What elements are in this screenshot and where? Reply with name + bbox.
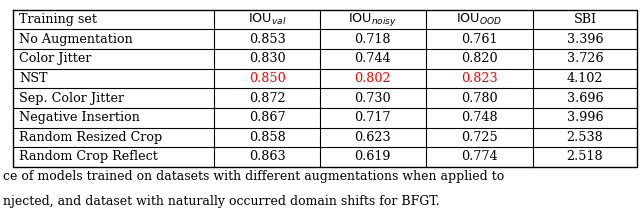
Text: 2.518: 2.518 [566, 150, 604, 164]
Text: NST: NST [19, 72, 48, 85]
Text: 3.696: 3.696 [566, 92, 604, 105]
Text: 0.872: 0.872 [249, 92, 285, 105]
Text: Negative Insertion: Negative Insertion [19, 111, 140, 124]
Text: 0.820: 0.820 [461, 52, 498, 65]
Text: 3.396: 3.396 [566, 33, 604, 46]
Text: 0.850: 0.850 [249, 72, 285, 85]
Text: 0.802: 0.802 [355, 72, 391, 85]
Text: 3.726: 3.726 [566, 52, 604, 65]
Text: 0.823: 0.823 [461, 72, 498, 85]
Text: 3.996: 3.996 [566, 111, 604, 124]
Text: 0.863: 0.863 [249, 150, 285, 164]
Text: 0.725: 0.725 [461, 131, 498, 144]
Text: 0.717: 0.717 [355, 111, 391, 124]
Text: 2.538: 2.538 [566, 131, 604, 144]
Text: 0.744: 0.744 [355, 52, 391, 65]
Text: Random Crop Reflect: Random Crop Reflect [19, 150, 158, 164]
Text: 0.748: 0.748 [461, 111, 498, 124]
Text: SBI: SBI [573, 13, 596, 26]
Text: 0.774: 0.774 [461, 150, 498, 164]
Text: 0.619: 0.619 [355, 150, 391, 164]
Text: 0.853: 0.853 [249, 33, 285, 46]
Text: ce of models trained on datasets with different augmentations when applied to: ce of models trained on datasets with di… [3, 170, 504, 183]
Text: Color Jitter: Color Jitter [19, 52, 92, 65]
Text: 0.858: 0.858 [249, 131, 285, 144]
Text: Training set: Training set [19, 13, 97, 26]
Text: No Augmentation: No Augmentation [19, 33, 133, 46]
Text: 0.867: 0.867 [249, 111, 285, 124]
Text: $\mathrm{IOU}_{\mathit{val}}$: $\mathrm{IOU}_{\mathit{val}}$ [248, 12, 287, 27]
Text: 0.623: 0.623 [355, 131, 391, 144]
Text: $\mathrm{IOU}_{\mathit{noisy}}$: $\mathrm{IOU}_{\mathit{noisy}}$ [348, 11, 397, 28]
Text: 0.761: 0.761 [461, 33, 498, 46]
Text: Random Resized Crop: Random Resized Crop [19, 131, 163, 144]
Text: 0.730: 0.730 [355, 92, 391, 105]
Text: 0.780: 0.780 [461, 92, 498, 105]
Text: 0.830: 0.830 [249, 52, 285, 65]
Text: 0.718: 0.718 [355, 33, 391, 46]
Text: njected, and dataset with naturally occurred domain shifts for BFGT.: njected, and dataset with naturally occu… [3, 195, 440, 208]
Text: Sep. Color Jitter: Sep. Color Jitter [19, 92, 124, 105]
Text: $\mathrm{IOU}_{\mathit{OOD}}$: $\mathrm{IOU}_{\mathit{OOD}}$ [456, 12, 502, 27]
Text: 4.102: 4.102 [566, 72, 604, 85]
